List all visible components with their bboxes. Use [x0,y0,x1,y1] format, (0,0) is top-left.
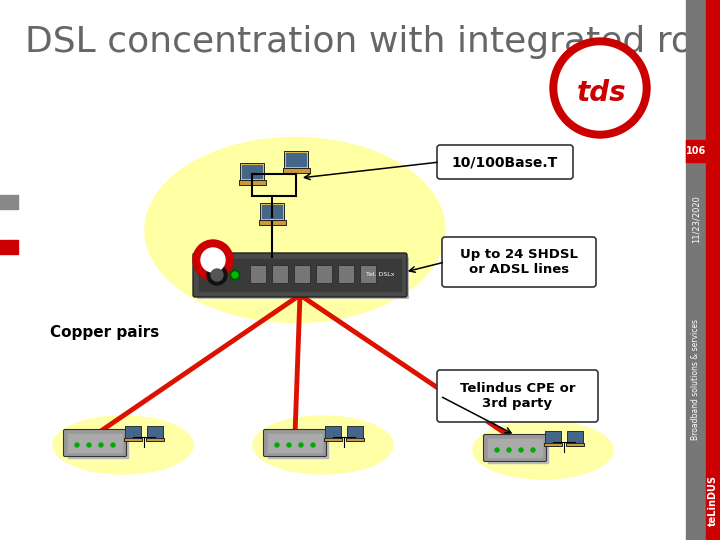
Circle shape [201,248,225,272]
Ellipse shape [53,416,193,474]
Circle shape [193,240,233,280]
Circle shape [75,443,79,447]
FancyBboxPatch shape [437,145,573,179]
Bar [546,432,560,442]
Circle shape [207,265,227,285]
Bar [347,426,363,438]
Bar [316,265,332,283]
Circle shape [299,443,303,447]
Bar [238,180,266,185]
Circle shape [311,443,315,447]
Text: 10/100Base.T: 10/100Base.T [452,155,558,169]
Circle shape [519,448,523,452]
Bar [68,434,128,458]
FancyBboxPatch shape [437,370,598,422]
Circle shape [495,448,499,452]
Bar [294,265,310,283]
Text: Broadband solutions & services: Broadband solutions & services [691,320,701,441]
FancyBboxPatch shape [193,253,407,297]
FancyBboxPatch shape [442,237,596,287]
Bar [258,220,286,225]
Bar [250,265,266,283]
Bar [199,259,401,291]
Bar [125,426,141,438]
Bar [282,168,310,173]
Bar [272,265,288,283]
Bar [68,434,122,452]
Bar [488,439,548,463]
Bar [148,427,162,436]
Bar [262,205,282,218]
Circle shape [111,443,115,447]
Bar [124,438,143,441]
Ellipse shape [145,138,445,322]
Circle shape [87,443,91,447]
Text: Telindus CPE or
3rd party: Telindus CPE or 3rd party [460,382,575,410]
Bar [145,438,164,441]
Bar [126,427,140,436]
Bar [568,432,582,442]
Circle shape [275,443,279,447]
Bar [268,434,322,452]
Circle shape [230,270,240,280]
Bar [338,265,354,283]
Text: Tel. DSLx: Tel. DSLx [366,273,395,278]
Bar [544,443,562,446]
Bar [286,153,306,166]
Bar [360,265,376,283]
Circle shape [287,443,291,447]
Text: DSL concentration with integrated router: DSL concentration with integrated router [25,25,720,59]
Text: 11/23/2020: 11/23/2020 [691,195,701,243]
Text: 106: 106 [686,146,706,156]
Text: Copper pairs: Copper pairs [50,326,159,341]
FancyBboxPatch shape [264,429,326,456]
Circle shape [99,443,103,447]
Bar [686,0,706,540]
Bar [284,151,307,168]
Bar [348,427,362,436]
Bar [566,443,585,446]
Circle shape [558,46,642,130]
FancyBboxPatch shape [63,429,127,456]
Bar [545,431,561,443]
Circle shape [550,38,650,138]
Bar [268,434,328,458]
Text: Up to 24 SHDSL
or ADSL lines: Up to 24 SHDSL or ADSL lines [460,248,578,276]
Bar [706,0,720,540]
Circle shape [211,269,223,281]
Ellipse shape [253,416,393,474]
FancyBboxPatch shape [197,257,409,299]
Ellipse shape [473,421,613,479]
Bar [488,439,542,457]
Circle shape [232,272,238,278]
Text: teLinDUS: teLinDUS [708,475,718,525]
Bar [147,426,163,438]
Bar [567,431,583,443]
FancyBboxPatch shape [484,435,546,462]
Circle shape [531,448,535,452]
Bar [324,438,342,441]
Text: tds: tds [577,79,627,107]
Bar [261,203,284,220]
Bar [325,426,341,438]
Bar [346,438,364,441]
Circle shape [507,448,511,452]
Bar [242,165,262,178]
Bar [0,240,18,254]
Bar [0,195,18,209]
Bar [326,427,340,436]
Bar [240,163,264,180]
Bar [686,140,706,162]
